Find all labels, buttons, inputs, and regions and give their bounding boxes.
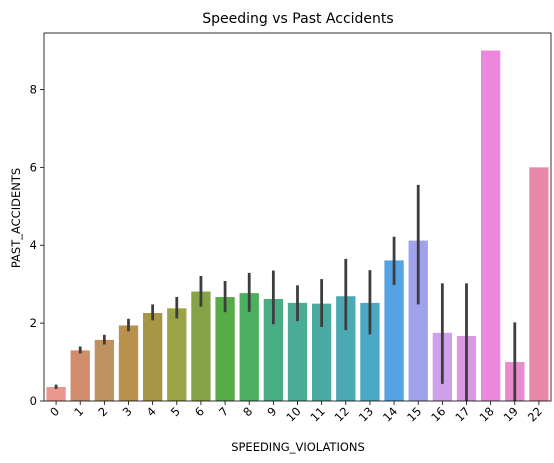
y-tick-label: 6: [30, 160, 37, 174]
x-tick-label: 2: [95, 404, 110, 419]
x-axis-label: SPEEDING_VIOLATIONS: [231, 440, 365, 454]
bar-6: [191, 292, 210, 401]
x-tick-label: 12: [332, 404, 352, 424]
chart-title: Speeding vs Past Accidents: [202, 11, 393, 27]
x-tick-label: 16: [428, 404, 448, 424]
y-tick-label: 0: [30, 394, 37, 408]
bar-1: [71, 350, 90, 401]
x-tick-label: 14: [380, 404, 400, 424]
y-ticks-group: 0 2 4 6 8: [30, 82, 44, 408]
x-ticks-group: 0 1 2 3 4 5 6 7 8 9 10 11 12 13 14 15 16 17 18 19 22: [47, 401, 545, 424]
x-tick-label: 6: [192, 404, 207, 419]
x-tick-label: 15: [404, 404, 424, 424]
x-tick-label: 5: [168, 404, 183, 419]
x-tick-label: 7: [216, 404, 231, 419]
bar-7: [215, 297, 234, 401]
x-tick-label: 18: [477, 404, 497, 424]
bar-22: [529, 167, 548, 401]
x-tick-label: 10: [283, 404, 303, 424]
bar-2: [95, 340, 114, 401]
x-tick-label: 4: [144, 404, 159, 419]
x-tick-label: 3: [120, 404, 135, 419]
bar-18: [481, 51, 500, 401]
y-tick-label: 2: [30, 316, 37, 330]
y-tick-label: 8: [30, 82, 37, 96]
x-tick-label: 8: [240, 404, 255, 419]
x-tick-label: 22: [525, 404, 545, 424]
x-tick-label: 0: [47, 404, 62, 419]
y-axis-label: PAST_ACCIDENTS: [9, 168, 23, 268]
y-tick-label: 4: [30, 238, 37, 252]
x-tick-label: 17: [452, 404, 472, 424]
x-tick-label: 9: [264, 404, 279, 419]
bars-group: [46, 51, 548, 401]
x-tick-label: 13: [356, 404, 376, 424]
bar-4: [143, 313, 162, 401]
x-tick-label: 19: [501, 404, 521, 424]
x-tick-label: 1: [71, 404, 86, 419]
x-tick-label: 11: [308, 404, 328, 424]
bar-3: [119, 325, 138, 401]
bar-0: [46, 387, 65, 401]
bar-5: [167, 308, 186, 401]
